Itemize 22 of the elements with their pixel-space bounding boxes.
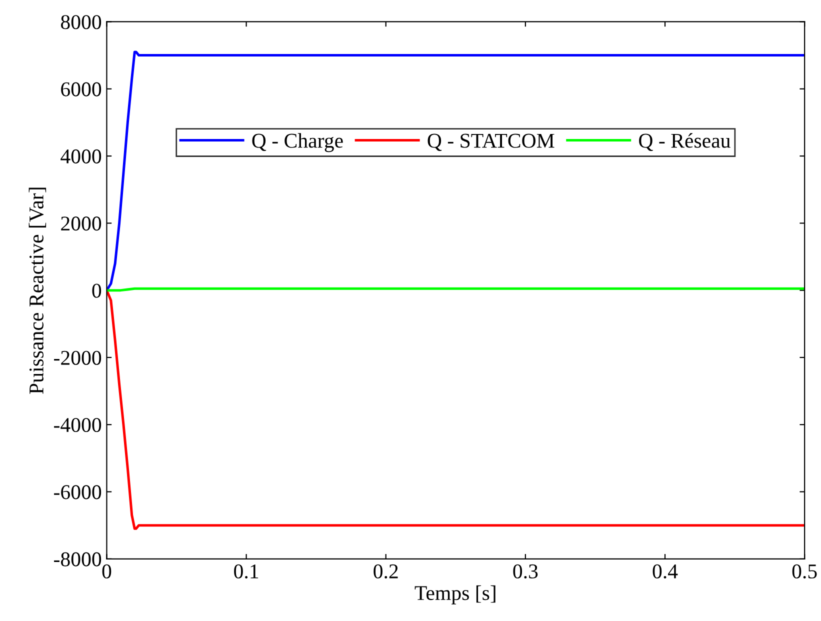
y-tick-label: -6000 bbox=[54, 485, 102, 500]
legend-label: Q - Charge bbox=[252, 133, 343, 152]
x-tick-label: 0.2 bbox=[374, 564, 398, 579]
y-tick-label: -8000 bbox=[54, 552, 102, 566]
line-series bbox=[106, 289, 805, 530]
y-tick-label: 2000 bbox=[61, 216, 102, 231]
y-tick-label: 0 bbox=[92, 284, 102, 298]
x-tick-label: 0.4 bbox=[652, 564, 678, 579]
line-series bbox=[106, 50, 805, 292]
x-axis-title: Temps [s] bbox=[414, 585, 496, 604]
y-tick-label: -4000 bbox=[54, 418, 102, 432]
y-tick-label: -2000 bbox=[54, 350, 102, 365]
y-axis-title: Puissance Reactive [Var] bbox=[28, 188, 46, 394]
x-tick-label: 0 bbox=[102, 564, 112, 578]
x-tick-label: 0.1 bbox=[234, 564, 258, 579]
x-tick-label: 0.3 bbox=[513, 564, 538, 579]
y-tick-label: 8000 bbox=[60, 15, 102, 30]
legend-label: Q - Réseau bbox=[639, 133, 730, 151]
y-tick-label: 6000 bbox=[61, 82, 102, 96]
x-tick-label: 0.5 bbox=[792, 564, 817, 579]
y-tick-label: 4000 bbox=[60, 149, 102, 164]
legend-label: Q - STATCOM bbox=[428, 134, 554, 151]
